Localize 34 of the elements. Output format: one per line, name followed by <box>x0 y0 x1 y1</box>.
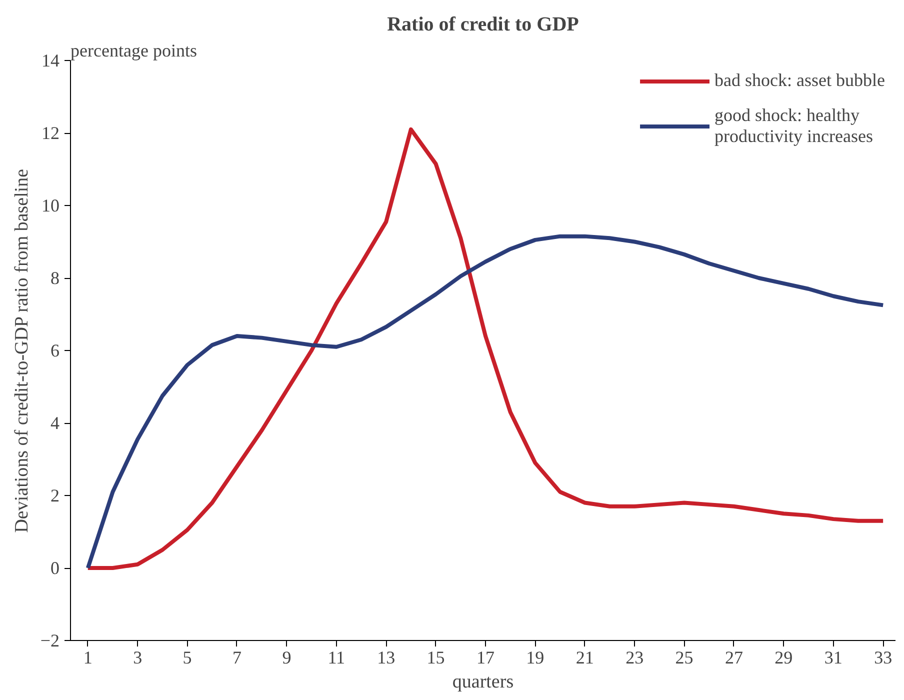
y-tick-label: 6 <box>50 340 60 360</box>
x-tick-label: 17 <box>476 648 494 668</box>
x-tick-label: 5 <box>182 648 192 668</box>
line-series <box>86 127 886 570</box>
y-tick-label: −2 <box>40 630 60 650</box>
legend-label: good shock: healthy productivity increases <box>714 105 873 147</box>
x-tick-label: 27 <box>724 648 743 668</box>
line-series <box>86 234 886 570</box>
y-tick-label: 14 <box>42 50 60 70</box>
y-tick-label: 0 <box>50 558 60 578</box>
x-tick-label: 21 <box>576 648 594 668</box>
x-tick-label: 1 <box>83 648 92 668</box>
x-tick-label: 31 <box>824 648 842 668</box>
x-tick-label: 3 <box>133 648 142 668</box>
x-tick-label: 29 <box>774 648 793 668</box>
x-tick-label: 7 <box>232 648 242 668</box>
y-axis-title: Deviations of credit-to-GDP ratio from baseline <box>11 168 32 533</box>
x-axis-title: quarters <box>452 672 514 692</box>
x-tick-label: 13 <box>377 648 396 668</box>
x-tick-label: 19 <box>526 648 544 668</box>
legend-label: bad shock: asset bubble <box>714 70 885 91</box>
y-tick-label: 4 <box>50 413 60 433</box>
y-tick-label: 10 <box>42 196 60 216</box>
x-tick-label: 25 <box>675 648 694 668</box>
y-tick-label: 12 <box>42 123 60 143</box>
chart-title: Ratio of credit to GDP <box>387 14 579 36</box>
x-tick-label: 33 <box>874 648 892 668</box>
x-tick-label: 11 <box>328 648 346 668</box>
y-tick-label: 2 <box>50 486 60 506</box>
y-tick-label: 8 <box>50 268 60 288</box>
text: percentage points <box>70 40 197 60</box>
x-tick-label: 23 <box>626 648 644 668</box>
x-tick-label: 15 <box>426 648 445 668</box>
x-tick-label: 9 <box>282 648 292 668</box>
